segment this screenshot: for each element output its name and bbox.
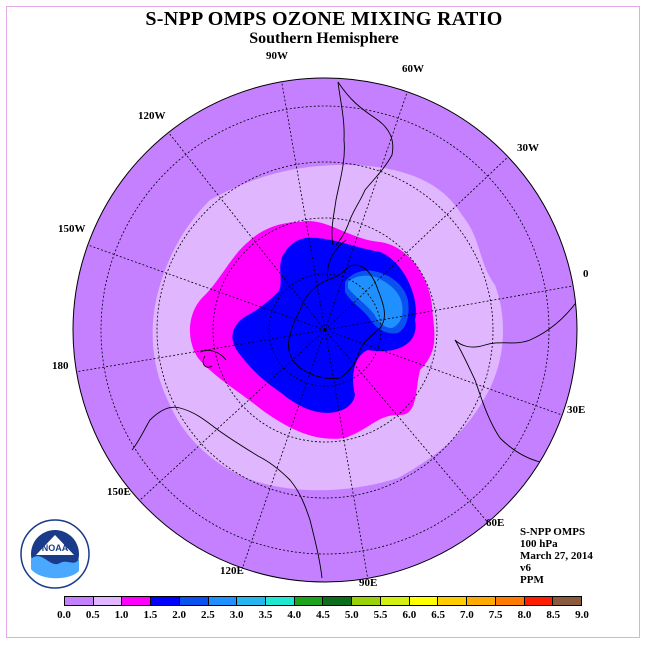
map-boundary xyxy=(72,77,578,583)
colorbar-swatch xyxy=(122,597,152,605)
new-zealand-coast xyxy=(199,349,227,368)
field-2.5-3.0 xyxy=(348,275,403,328)
map-subtitle: Southern Hemisphere xyxy=(249,30,399,47)
colorbar-tick-label: 3.0 xyxy=(229,609,244,621)
lon-label-120w: 120W xyxy=(138,110,166,122)
colorbar-swatch xyxy=(65,597,94,605)
colorbar-tick-label: 2.5 xyxy=(201,609,215,621)
lon-label-150e: 150E xyxy=(107,486,131,498)
lon-label-30e: 30E xyxy=(567,404,586,416)
colorbar-swatch xyxy=(438,597,468,605)
info-level: 100 hPa xyxy=(520,538,558,550)
noaa-logo: NOAA xyxy=(20,519,90,589)
south-america-coast xyxy=(331,81,394,246)
colorbar-swatch xyxy=(151,597,180,605)
colorbar-tick-label: 4.5 xyxy=(316,609,330,621)
colorbar-tick-label: 3.5 xyxy=(258,609,273,621)
logo-text: NOAA xyxy=(42,543,69,553)
colorbar-tick-label: 6.5 xyxy=(431,609,445,621)
colorbar-swatch xyxy=(467,597,496,605)
colorbar-tick-label: 2.0 xyxy=(172,609,186,621)
colorbar-swatch xyxy=(266,597,295,605)
figure-frame xyxy=(6,6,640,638)
lon-label-60e: 60E xyxy=(486,517,505,529)
colorbar-tick-label: 8.0 xyxy=(517,609,532,621)
colorbar-swatch xyxy=(495,597,525,605)
colorbar-tick-label: 9.0 xyxy=(575,609,589,621)
lon-label-90w: 90W xyxy=(266,50,288,62)
info-units: PPM xyxy=(520,574,544,586)
colorbar-tick-label: 4.0 xyxy=(287,609,302,621)
info-date: March 27, 2014 xyxy=(520,550,593,562)
colorbar-tick-label: 6.0 xyxy=(402,609,417,621)
africa-coast xyxy=(454,299,577,463)
lon-label-0: 0 xyxy=(583,268,589,280)
info-instrument: S-NPP OMPS xyxy=(520,526,586,538)
colorbar-ticks: 0.0 0.5 1.0 1.5 2.0 2.5 3.0 3.5 4.0 4.5 5.0 5.5 6.0 6… xyxy=(57,609,589,623)
colorbar-swatch xyxy=(352,597,381,605)
map-title: S-NPP OMPS OZONE MIXING RATIO xyxy=(145,8,503,30)
colorbar-swatch xyxy=(323,597,353,605)
colorbar-tick-label: 1.5 xyxy=(143,609,158,621)
colorbar-tick-label: 0.5 xyxy=(85,609,100,621)
colorbar-tick-label: 5.0 xyxy=(344,609,359,621)
colorbar-tick-label: 0.0 xyxy=(57,609,71,621)
lon-label-120e: 120E xyxy=(220,565,244,577)
lon-label-30w: 30W xyxy=(517,142,539,154)
colorbar-swatch xyxy=(553,597,581,605)
colorbar-swatch xyxy=(294,597,324,605)
colorbar-swatch xyxy=(93,597,123,605)
colorbar-swatch xyxy=(524,597,554,605)
colorbar-swatch xyxy=(179,597,209,605)
lon-label-180: 180 xyxy=(52,360,69,372)
antarctica-coast xyxy=(288,264,385,379)
lon-label-150w: 150W xyxy=(58,223,86,235)
lon-label-90e: 90E xyxy=(359,577,378,589)
colorbar-tick-label: 1.0 xyxy=(114,609,129,621)
colorbar-tick-label: 7.0 xyxy=(460,609,474,621)
antarctic-peninsula xyxy=(327,239,347,281)
australia-coast xyxy=(131,406,323,579)
graticule xyxy=(74,78,577,581)
lon-label-60w: 60W xyxy=(402,63,424,75)
colorbar-swatch xyxy=(237,597,267,605)
colorbar-swatch xyxy=(208,597,238,605)
colorbar-swatch xyxy=(409,597,439,605)
info-block: S-NPP OMPS 100 hPa March 27, 2014 v6 PPM xyxy=(520,526,593,586)
colorbar-tick-label: 8.5 xyxy=(546,609,561,621)
colorbar xyxy=(64,596,582,606)
info-version: v6 xyxy=(520,562,531,574)
colorbar-swatch xyxy=(380,597,410,605)
colorbar-tick-label: 5.5 xyxy=(373,609,388,621)
colorbar-tick-label: 7.5 xyxy=(488,609,503,621)
